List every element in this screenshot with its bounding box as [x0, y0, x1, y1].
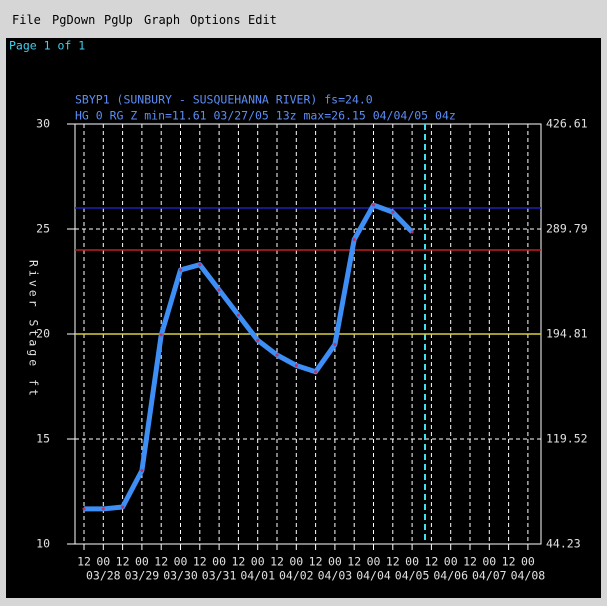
data-point: [314, 370, 318, 374]
menu-item[interactable]: Options: [190, 13, 241, 27]
y-tick-label: 15: [36, 432, 50, 446]
date-label: 03/28: [86, 569, 121, 583]
menu-item[interactable]: Graph: [144, 13, 181, 27]
y-tick-label: 10: [36, 537, 50, 551]
x-tick-label: 12: [424, 555, 438, 569]
x-tick-label: 00: [135, 555, 149, 569]
y2-tick-label: 194.81: [546, 327, 588, 341]
date-label: 04/05: [395, 569, 430, 583]
date-label: 04/04: [356, 569, 391, 583]
menu-item[interactable]: PgDown: [52, 13, 96, 27]
x-tick-label: 12: [193, 555, 207, 569]
date-label: 04/02: [279, 569, 314, 583]
y-tick-label: 20: [36, 327, 50, 341]
series-line: [84, 202, 414, 512]
page-label: Page 1 of 1: [9, 39, 85, 53]
data-point: [352, 238, 356, 241]
x-tick-label: 12: [309, 555, 323, 569]
menu-item[interactable]: PgUp: [104, 13, 133, 27]
data-point: [275, 353, 279, 357]
x-tick-label: 12: [347, 555, 361, 569]
y-tick-label: 30: [36, 117, 50, 131]
x-tick-label: 00: [444, 555, 458, 569]
x-tick-label: 12: [270, 555, 284, 569]
x-tick-label: 00: [328, 555, 342, 569]
x-tick-label: 12: [231, 555, 245, 569]
menu-bar: File PgDown PgUp Graph Options Edit: [0, 0, 607, 38]
y2-tick-label: 426.61: [546, 117, 588, 131]
x-tick-label: 00: [289, 555, 303, 569]
x-tick-label: 00: [96, 555, 110, 569]
x-tick-label: 00: [482, 555, 496, 569]
chart-title: SBYP1 (SUNBURY - SUSQUEHANNA RIVER) fs=2…: [75, 93, 373, 107]
y2-tick-label: 44.23: [546, 537, 581, 551]
x-tick-label: 00: [521, 555, 535, 569]
x-tick-label: 00: [367, 555, 381, 569]
data-point: [140, 469, 144, 472]
x-tick-label: 12: [116, 555, 130, 569]
date-label: 03/29: [125, 569, 160, 583]
x-tick-label: 00: [212, 555, 226, 569]
data-point: [101, 507, 105, 511]
data-point: [82, 507, 86, 511]
y2-tick-label: 289.79: [546, 222, 588, 236]
x-tick-label: 12: [386, 555, 400, 569]
x-tick-label: 12: [154, 555, 168, 569]
date-label: 04/06: [433, 569, 468, 583]
menu-item[interactable]: File: [12, 13, 41, 27]
data-point: [333, 343, 337, 346]
data-point: [410, 230, 414, 234]
x-tick-label: 00: [174, 555, 188, 569]
date-label: 03/30: [163, 569, 198, 583]
x-tick-label: 12: [463, 555, 477, 569]
data-point: [198, 263, 202, 267]
date-label: 04/08: [511, 569, 546, 583]
data-point: [159, 333, 163, 337]
date-label: 04/03: [318, 569, 353, 583]
y-tick-label: 25: [36, 222, 50, 236]
menu-item[interactable]: Edit: [248, 13, 277, 27]
data-point: [372, 203, 375, 207]
data-point: [217, 288, 221, 292]
plot-panel: [6, 38, 601, 598]
x-tick-label: 00: [405, 555, 419, 569]
data-point: [294, 364, 298, 367]
data-point: [121, 505, 125, 509]
chart-subtitle: HG 0 RG Z min=11.61 03/27/05 13z max=26.…: [75, 109, 456, 123]
data-point: [179, 268, 182, 272]
y2-tick-label: 119.52: [546, 432, 588, 446]
x-tick-label: 12: [77, 555, 91, 569]
date-label: 04/07: [472, 569, 507, 583]
data-point: [391, 210, 395, 214]
date-label: 04/01: [240, 569, 275, 583]
y-axis-label: River Stage ft: [27, 260, 41, 399]
x-tick-label: 12: [502, 555, 516, 569]
x-tick-label: 00: [251, 555, 265, 569]
data-point: [236, 313, 240, 317]
data-point: [256, 338, 260, 342]
date-label: 03/31: [202, 569, 237, 583]
